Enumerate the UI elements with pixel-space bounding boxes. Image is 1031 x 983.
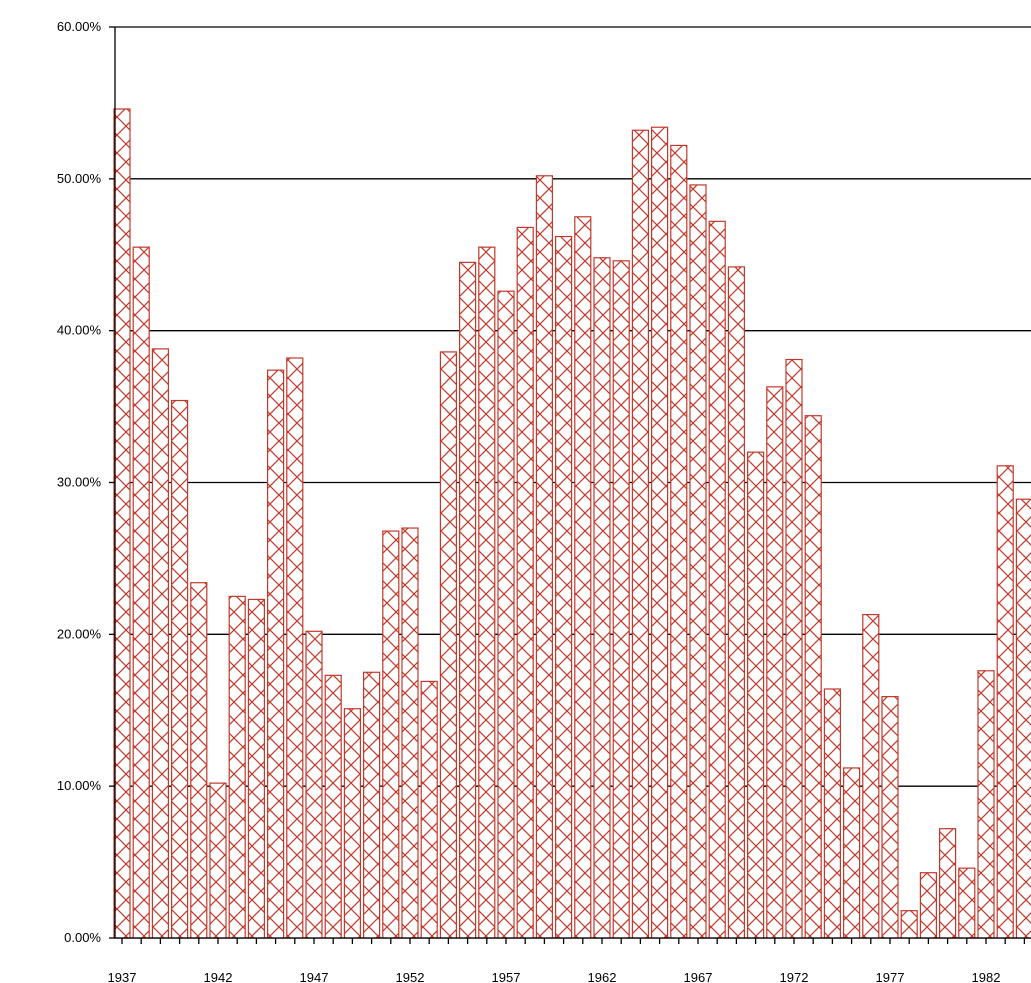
bar-1961 — [574, 216, 592, 939]
x-tick-labels: 1937 1942 1947 1952 1957 1962 1967 1972 1977 1982 — [108, 970, 1001, 983]
bar-1972 — [785, 358, 803, 939]
bar-1938 — [132, 246, 150, 939]
bar-1968 — [708, 220, 726, 939]
bar-1976 — [862, 613, 880, 939]
bars — [113, 108, 1031, 939]
bar-1941 — [190, 582, 208, 939]
x-tick-label-1982: 1982 — [972, 970, 1001, 983]
bar-1967 — [689, 184, 707, 939]
bar-1954 — [439, 351, 457, 939]
bar-1965 — [650, 126, 669, 939]
bar-1970 — [746, 451, 765, 939]
bar-1975 — [842, 767, 861, 939]
x-tick-label-1947: 1947 — [300, 970, 329, 983]
bar-1966 — [670, 144, 688, 939]
bar-1939 — [151, 348, 169, 939]
bar-1983 — [996, 465, 1014, 939]
bar-1940 — [171, 399, 189, 939]
bar-1956 — [478, 246, 496, 939]
bar-1946 — [286, 357, 304, 939]
y-tick-label-2: 20.00% — [57, 626, 102, 641]
x-tick-label-1937: 1937 — [108, 970, 137, 983]
bar-1959 — [535, 175, 554, 939]
bar-1952 — [401, 527, 419, 939]
bar-1957 — [497, 290, 515, 939]
y-tick-label-3: 30.00% — [57, 475, 102, 490]
y-tick-label-1: 10.00% — [57, 778, 102, 793]
y-tick-labels: 0.00% 10.00% 20.00% 30.00% 40.00% 50.00% 60.00… — [57, 19, 102, 945]
x-tick-label-1977: 1977 — [876, 970, 905, 983]
x-tick-label-1942: 1942 — [204, 970, 233, 983]
x-tick-label-1962: 1962 — [588, 970, 617, 983]
bar-1971 — [766, 386, 784, 939]
bar-1962 — [593, 257, 611, 939]
bar-1950 — [363, 671, 381, 939]
bar-1977 — [881, 695, 899, 939]
bar-1953 — [420, 680, 438, 939]
x-tick-label-1952: 1952 — [396, 970, 425, 983]
x-tick-label-1957: 1957 — [492, 970, 521, 983]
bar-1982 — [977, 670, 995, 939]
y-tick-label-6: 60.00% — [57, 19, 102, 34]
bar-1964 — [631, 129, 650, 939]
y-tick-label-4: 40.00% — [57, 323, 102, 338]
bar-1948 — [324, 674, 342, 939]
bar-1963 — [612, 260, 630, 939]
y-tick-label-5: 50.00% — [57, 171, 102, 186]
y-tick-label-0: 0.00% — [64, 930, 101, 945]
x-tick-label-1967: 1967 — [684, 970, 713, 983]
bar-1984 — [1015, 498, 1031, 939]
bar-1951 — [382, 530, 400, 939]
bar-1979 — [919, 872, 938, 939]
bar-1980 — [938, 828, 957, 939]
bar-1974 — [823, 688, 842, 939]
bar-1958 — [516, 226, 534, 939]
bar-1969 — [727, 266, 746, 939]
bar-1981 — [958, 867, 976, 939]
x-tick-label-1972: 1972 — [780, 970, 809, 983]
bar-1973 — [804, 415, 822, 939]
bar-1960 — [554, 235, 573, 939]
bar-1942 — [209, 782, 227, 939]
bar-1949 — [343, 708, 361, 939]
bar-1943 — [228, 595, 246, 939]
bar-1947 — [305, 630, 323, 939]
axes — [109, 26, 1031, 944]
bar-1944 — [247, 598, 265, 939]
bar-1945 — [267, 369, 285, 939]
bar-1937 — [113, 108, 131, 939]
bar-1978 — [900, 910, 918, 939]
bar-1955 — [459, 261, 477, 939]
